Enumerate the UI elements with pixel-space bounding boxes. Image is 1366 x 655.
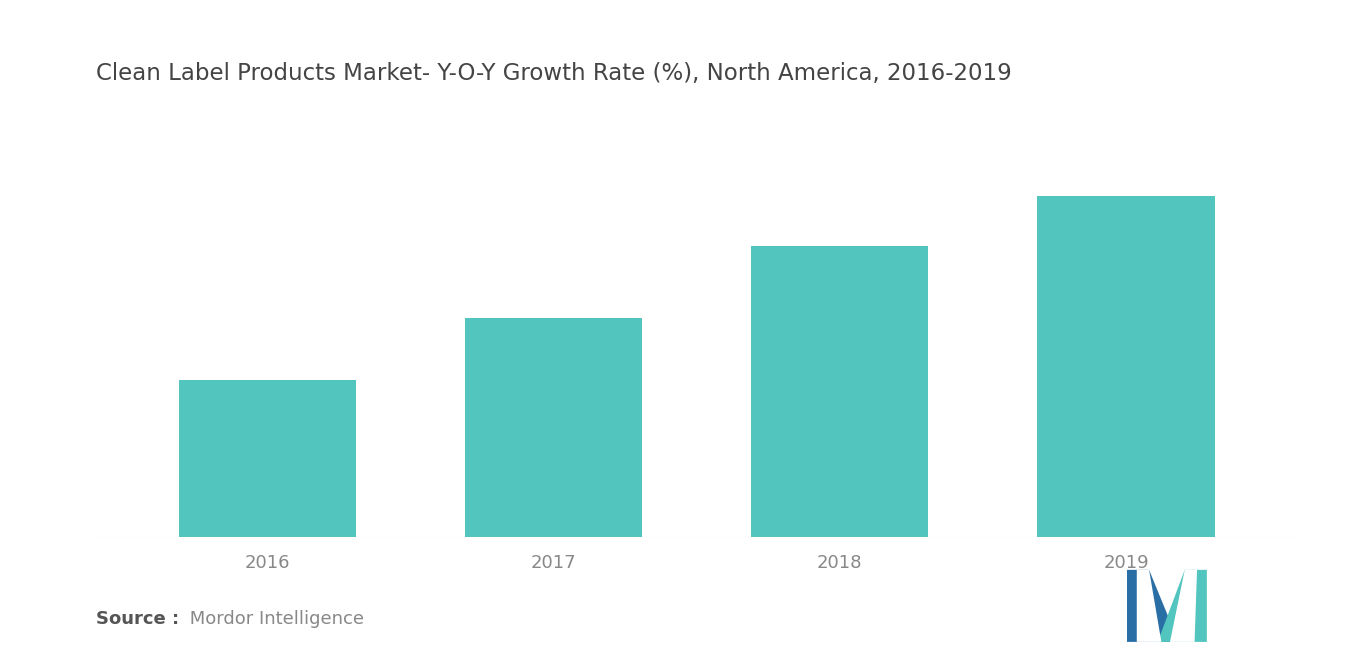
Text: Source :: Source : (96, 610, 179, 628)
Bar (751, 246, 929, 537)
Bar (1037, 196, 1214, 537)
Bar (179, 381, 357, 537)
Polygon shape (1127, 570, 1179, 642)
Text: Clean Label Products Market- Y-O-Y Growth Rate (%), North America, 2016-2019: Clean Label Products Market- Y-O-Y Growt… (96, 62, 1011, 85)
Polygon shape (1137, 570, 1161, 642)
Text: Mordor Intelligence: Mordor Intelligence (184, 610, 365, 628)
Bar (464, 318, 642, 537)
Polygon shape (1158, 570, 1208, 642)
Polygon shape (1169, 570, 1197, 642)
